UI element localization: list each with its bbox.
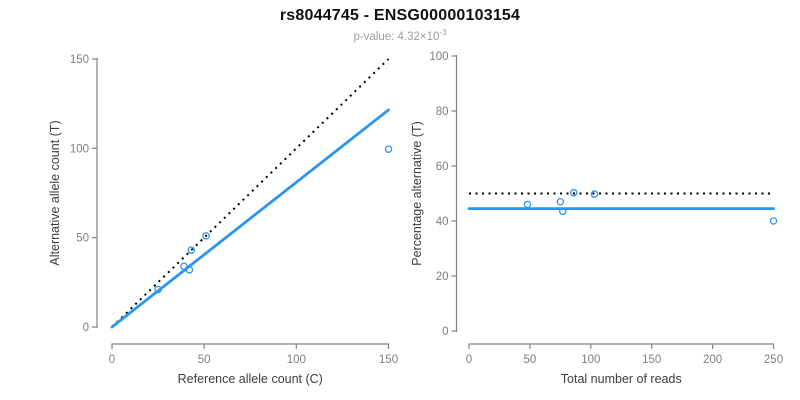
x-tick-label: 250 (764, 354, 783, 366)
data-point (556, 197, 565, 206)
allele-count-plot: 0 50 100 150 0 50 100 150 Reference allele count… (48, 54, 398, 386)
data-point (185, 266, 194, 274)
y-tick-label: 20 (436, 271, 449, 283)
data-point (569, 188, 578, 197)
x-tick-label: 200 (703, 354, 722, 366)
x-tick-label: 0 (109, 354, 115, 366)
y-axis-title: Alternative allele count (T) (48, 120, 62, 265)
y-tick-label: 0 (442, 326, 448, 338)
x-tick-label: 100 (581, 354, 600, 366)
x-tick-label: 150 (379, 354, 398, 366)
identity-line (111, 58, 390, 328)
y-tick-label: 100 (70, 143, 89, 155)
data-point (590, 190, 599, 198)
y-tick-label: 50 (76, 233, 89, 245)
x-tick-label: 50 (198, 354, 211, 366)
x-tick-label: 0 (466, 354, 472, 366)
y-tick-label: 100 (429, 51, 448, 63)
x-tick-label: 50 (524, 354, 537, 366)
data-point (769, 217, 778, 225)
y-tick-label: 150 (70, 54, 89, 66)
data-point (187, 246, 196, 254)
percentage-plot: 0 20 40 60 80 100 0 50 100 150 200 250 Total number … (410, 51, 783, 386)
y-tick-label: 80 (436, 106, 449, 118)
data-point (559, 207, 567, 216)
y-tick-label: 60 (436, 161, 449, 173)
x-tick-label: 150 (642, 354, 661, 366)
data-point (202, 232, 210, 240)
y-tick-label: 0 (83, 322, 89, 334)
data-point (154, 285, 162, 294)
fit-line (110, 108, 390, 329)
data-point (180, 262, 188, 271)
y-axis-title: Percentage alternative (T) (410, 121, 424, 266)
x-axis-title: Total number of reads (561, 372, 682, 386)
y-tick-label: 40 (436, 216, 449, 228)
x-axis-title: Reference allele count (C) (178, 372, 323, 386)
data-point (523, 200, 532, 209)
x-tick-label: 100 (287, 354, 306, 366)
data-point (384, 145, 393, 153)
